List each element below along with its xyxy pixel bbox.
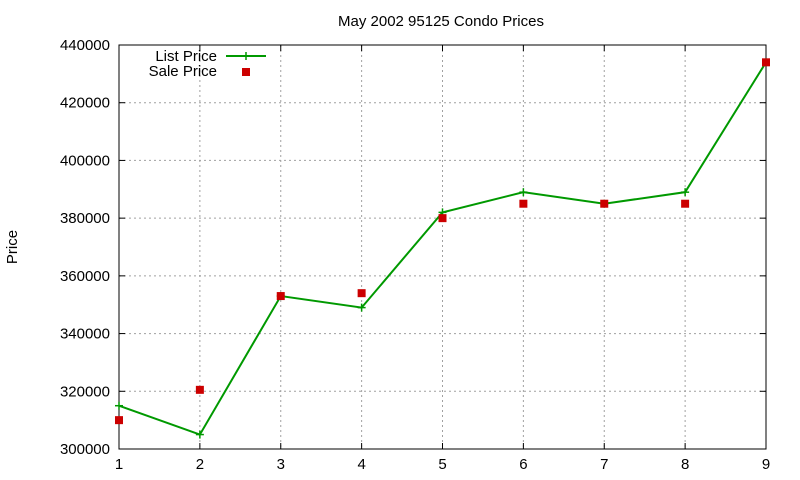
x-tick-label: 8 — [681, 456, 689, 473]
list-price-point — [115, 401, 123, 410]
y-tick-label: 340000 — [60, 326, 110, 343]
x-tick-label: 2 — [196, 456, 204, 473]
legend-label-list-price: List Price — [155, 48, 217, 65]
x-tick-label: 6 — [519, 456, 527, 473]
y-tick-label: 400000 — [60, 152, 110, 169]
series-sale-price — [115, 58, 770, 425]
sale-price-point — [519, 199, 528, 208]
y-tick-label: 420000 — [60, 95, 110, 112]
series-layer — [115, 58, 770, 439]
sale-price-point — [681, 199, 690, 208]
x-tick-label: 9 — [762, 456, 770, 473]
sale-price-point — [115, 416, 123, 425]
y-tick-label: 380000 — [60, 210, 110, 227]
y-tick-label: 300000 — [60, 441, 110, 458]
sale-price-point — [438, 214, 447, 223]
sale-price-point — [357, 289, 366, 298]
x-tick-label: 5 — [438, 456, 446, 473]
grid-lines — [119, 45, 766, 449]
y-tick-label: 320000 — [60, 383, 110, 400]
x-tick-label: 3 — [277, 456, 285, 473]
chart-title: May 2002 95125 Condo Prices — [338, 13, 544, 30]
y-tick-label: 360000 — [60, 268, 110, 285]
x-tick-label: 1 — [115, 456, 123, 473]
legend-label-sale-price: Sale Price — [149, 63, 217, 80]
y-axis-label: Price — [4, 230, 21, 264]
list-price-point — [357, 303, 366, 312]
list-price-point — [195, 430, 204, 439]
x-tick-label: 4 — [357, 456, 365, 473]
list-price-line — [118, 61, 767, 436]
list-price-point — [519, 188, 528, 197]
sale-price-point — [600, 199, 609, 208]
legend-marker-sale-price — [242, 68, 250, 76]
y-tick-label: 440000 — [60, 37, 110, 54]
legend-marker-list-price — [242, 52, 250, 60]
x-tick-label: 7 — [600, 456, 608, 473]
sale-price-point — [762, 58, 770, 67]
sale-price-point — [276, 292, 285, 301]
list-price-point — [681, 188, 690, 197]
sale-price-point — [195, 385, 204, 394]
axis-ticks: 300000 320000 340000 360000 380000 400000 4200… — [60, 37, 770, 473]
